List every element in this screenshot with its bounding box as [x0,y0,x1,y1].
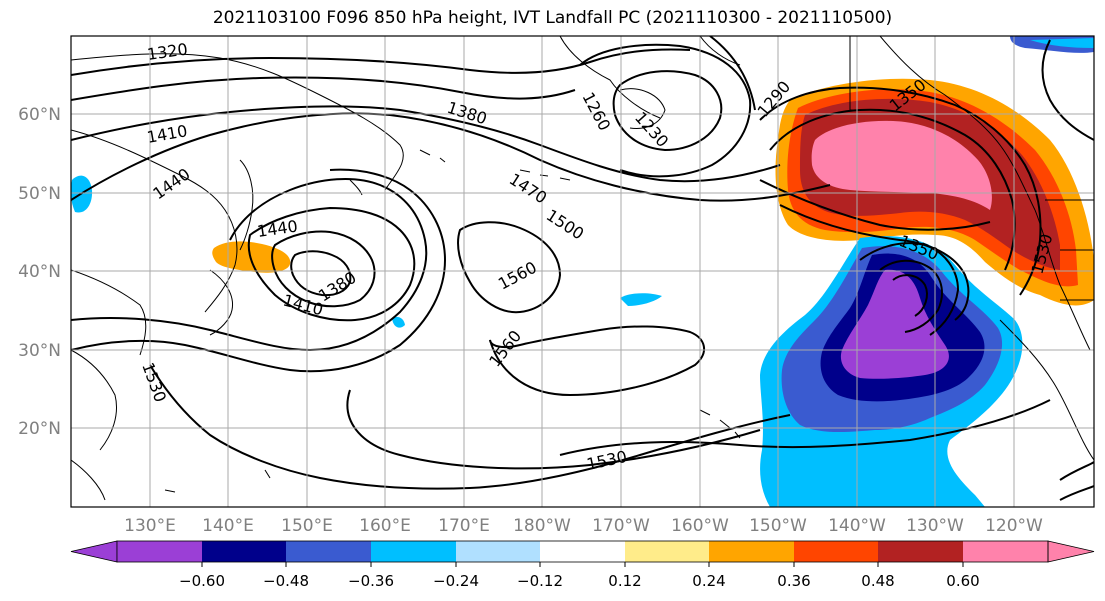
colorbar-extend-low [70,540,118,563]
lon-label: 130°E [124,516,176,536]
colorbar-tick-label: 0.36 [777,572,810,590]
lon-label: 140°W [828,516,886,536]
colorbar-segment [963,541,1048,562]
height-contours [71,36,1094,501]
colorbar-extend-high [1047,540,1095,563]
lon-label: 150°E [281,516,333,536]
map-title: 2021103100 F096 850 hPa height, IVT Land… [212,8,893,28]
lon-label: 170°E [438,516,490,536]
lon-label: 130°W [906,516,964,536]
lon-label: 120°W [985,516,1043,536]
colorbar-segment [117,541,202,562]
grid-lines [71,36,1094,507]
lon-label: 170°W [592,516,650,536]
ivt-negative-region [71,36,1094,507]
colorbar-segment [540,541,625,562]
lon-label: 160°W [671,516,729,536]
lat-label: 20°N [18,419,61,439]
colorbar-segment [794,541,878,562]
longitude-labels: 130°E 140°E 150°E 160°E 170°E 180°W 170°… [124,516,1043,536]
latitude-labels: 60°N 50°N 40°N 30°N 20°N [18,105,61,439]
colorbar-tick-label: −0.36 [348,572,394,590]
colorbar-tick-labels: −0.60 −0.48 −0.36 −0.24 −0.12 0.12 0.24 … [179,572,980,590]
colorbar-segment [456,541,540,562]
colorbar-segment [202,541,286,562]
colorbar-tick-label: 0.60 [946,572,979,590]
colorbar-segment [371,541,456,562]
colorbar-tick-label: −0.60 [179,572,225,590]
colorbar-tick-label: 0.12 [608,572,641,590]
colorbar [70,540,1095,567]
colorbar-segment [625,541,709,562]
lat-label: 30°N [18,341,61,361]
lat-label: 40°N [18,262,61,282]
colorbar-segment [709,541,794,562]
lon-label: 160°E [359,516,411,536]
lon-label: 140°E [202,516,254,536]
coastlines [71,36,1094,501]
colorbar-tick-label: 0.48 [861,572,894,590]
colorbar-outline [116,540,1049,563]
colorbar-tick-label: −0.24 [433,572,479,590]
lon-label: 150°W [749,516,807,536]
colorbar-tick-label: 0.24 [692,572,725,590]
colorbar-segment [878,541,963,562]
colorbar-tick-label: −0.12 [517,572,563,590]
lat-label: 60°N [18,105,61,125]
lat-label: 50°N [18,184,61,204]
map-border [70,35,1095,508]
colorbar-tick-label: −0.48 [263,572,309,590]
lon-label: 180°W [513,516,571,536]
colorbar-segment [286,541,371,562]
